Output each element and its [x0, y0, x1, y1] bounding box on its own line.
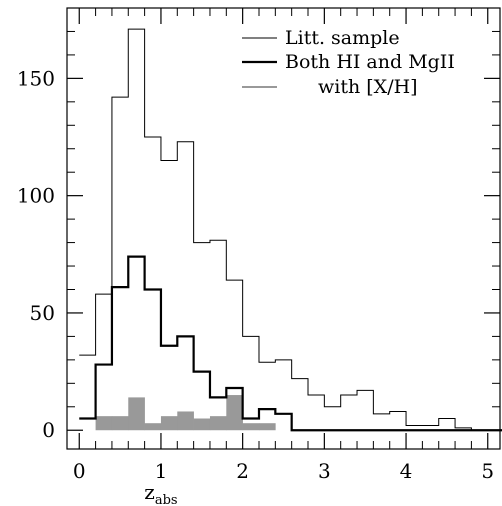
x-tick-label: 4	[400, 459, 413, 483]
bar-with-xh	[177, 411, 194, 431]
x-tick-label: 0	[73, 459, 86, 483]
x-axis-label-main: z	[144, 480, 155, 504]
step-line-litt-sample	[79, 28, 502, 431]
x-tick-label: 1	[155, 459, 168, 483]
legend-label-1: Both HI and MgII	[285, 51, 455, 73]
series-litt-sample	[79, 28, 502, 431]
x-axis-label: zabs	[144, 480, 177, 506]
bar-with-xh	[160, 416, 178, 431]
bar-with-xh	[144, 423, 162, 431]
y-tick-label: 150	[17, 66, 55, 90]
bar-with-xh	[95, 416, 113, 431]
series-with-xh	[95, 395, 276, 431]
bar-with-xh	[111, 416, 129, 431]
plot-border	[66, 7, 501, 450]
plot-frame	[66, 7, 501, 450]
y-tick-label: 50	[30, 301, 55, 325]
y-tick-label: 100	[17, 184, 55, 208]
y-tick-label: 0	[42, 418, 55, 442]
bar-with-xh	[226, 395, 243, 431]
bar-with-xh	[258, 423, 276, 431]
legend-label-0: Litt. sample	[285, 27, 400, 49]
bar-with-xh	[128, 397, 145, 431]
bar-with-xh	[242, 423, 260, 431]
x-tick-label: 5	[481, 459, 494, 483]
bar-with-xh	[193, 418, 211, 431]
bar-with-xh	[209, 416, 227, 431]
step-line-both-hi-mgii	[79, 255, 502, 432]
series-both-hi-mgii	[79, 255, 502, 432]
x-tick-label: 2	[236, 459, 249, 483]
legend-label-2: with [X/H]	[318, 76, 418, 98]
x-tick-label: 3	[318, 459, 331, 483]
x-axis-label-subscript: abs	[155, 493, 178, 506]
